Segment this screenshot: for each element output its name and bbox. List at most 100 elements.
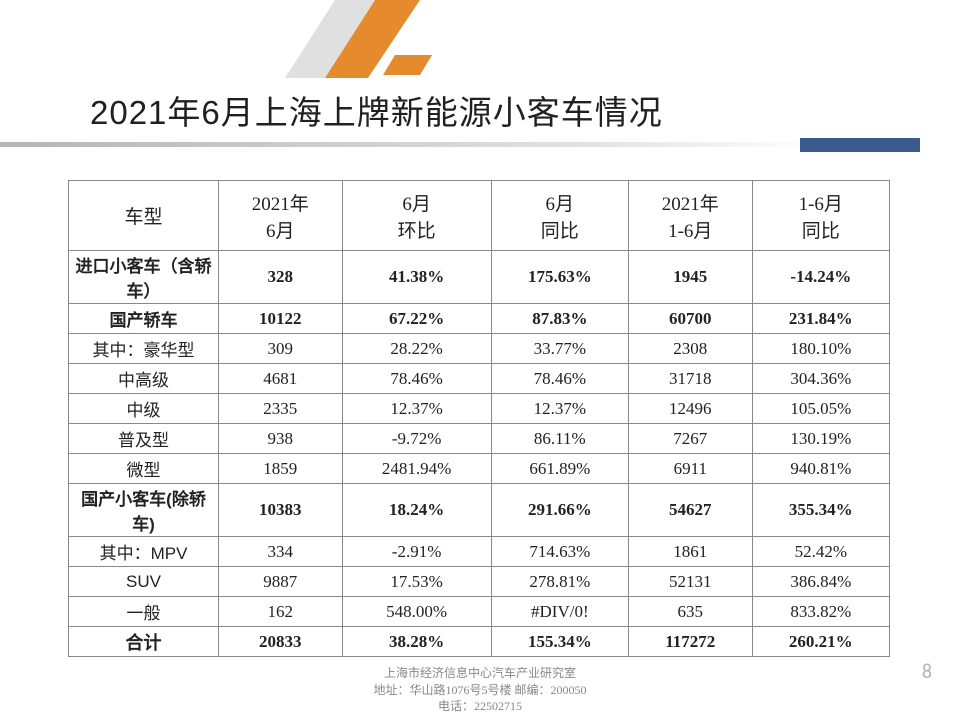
cell: 86.11% — [491, 424, 628, 454]
table-row: 合计2083338.28%155.34%117272260.21% — [69, 627, 890, 657]
table-row: 国产小客车(除轿车)1038318.24%291.66%54627355.34% — [69, 484, 890, 537]
table-row: 其中：豪华型30928.22%33.77%2308180.10% — [69, 334, 890, 364]
cell: 78.46% — [491, 364, 628, 394]
cell: 175.63% — [491, 251, 628, 304]
col-header: 车型 — [69, 181, 219, 251]
col-header: 1-6月同比 — [752, 181, 889, 251]
row-label: 进口小客车（含轿车） — [69, 251, 219, 304]
cell: -2.91% — [342, 537, 491, 567]
cell: 20833 — [219, 627, 343, 657]
table-row: 一般162548.00%#DIV/0!635833.82% — [69, 597, 890, 627]
cell: 60700 — [629, 304, 753, 334]
cell: 10122 — [219, 304, 343, 334]
cell: 2308 — [629, 334, 753, 364]
cell: 309 — [219, 334, 343, 364]
footer-line: 上海市经济信息中心汽车产业研究室 — [0, 665, 960, 681]
cell: 635 — [629, 597, 753, 627]
cell: 7267 — [629, 424, 753, 454]
cell: 12496 — [629, 394, 753, 424]
table-header-row: 车型 2021年6月 6月环比 6月同比 2021年1-6月 1-6月同比 — [69, 181, 890, 251]
cell: 386.84% — [752, 567, 889, 597]
footer-line: 地址：华山路1076号5号楼 邮编：200050 — [0, 682, 960, 698]
title-wrap: 2021年6月上海上牌新能源小客车情况 — [0, 86, 960, 134]
cell: #DIV/0! — [491, 597, 628, 627]
cell: 162 — [219, 597, 343, 627]
page-title: 2021年6月上海上牌新能源小客车情况 — [0, 86, 960, 134]
cell: 38.28% — [342, 627, 491, 657]
footer: 上海市经济信息中心汽车产业研究室 地址：华山路1076号5号楼 邮编：20005… — [0, 665, 960, 714]
cell: 155.34% — [491, 627, 628, 657]
row-label: 微型 — [69, 454, 219, 484]
row-label: 其中：豪华型 — [69, 334, 219, 364]
cell: 278.81% — [491, 567, 628, 597]
cell: 1861 — [629, 537, 753, 567]
title-underline — [0, 138, 960, 152]
cell: 31718 — [629, 364, 753, 394]
cell: 940.81% — [752, 454, 889, 484]
col-header: 2021年6月 — [219, 181, 343, 251]
cell: 78.46% — [342, 364, 491, 394]
cell: 4681 — [219, 364, 343, 394]
cell: 41.38% — [342, 251, 491, 304]
cell: 12.37% — [491, 394, 628, 424]
cell: 87.83% — [491, 304, 628, 334]
cell: 548.00% — [342, 597, 491, 627]
cell: -9.72% — [342, 424, 491, 454]
table-row: SUV988717.53%278.81%52131386.84% — [69, 567, 890, 597]
cell: 105.05% — [752, 394, 889, 424]
table-row: 进口小客车（含轿车）32841.38%175.63%1945-14.24% — [69, 251, 890, 304]
row-label: 普及型 — [69, 424, 219, 454]
col-header: 2021年1-6月 — [629, 181, 753, 251]
col-header: 6月环比 — [342, 181, 491, 251]
cell: 180.10% — [752, 334, 889, 364]
row-label: 一般 — [69, 597, 219, 627]
row-label: 国产小客车(除轿车) — [69, 484, 219, 537]
table-row: 中级233512.37%12.37%12496105.05% — [69, 394, 890, 424]
cell: 714.63% — [491, 537, 628, 567]
cell: 10383 — [219, 484, 343, 537]
cell: 52.42% — [752, 537, 889, 567]
cell: 12.37% — [342, 394, 491, 424]
cell: 938 — [219, 424, 343, 454]
table-row: 微型18592481.94%661.89%6911940.81% — [69, 454, 890, 484]
table-row: 其中：MPV334-2.91%714.63%186152.42% — [69, 537, 890, 567]
row-label: 国产轿车 — [69, 304, 219, 334]
row-label: SUV — [69, 567, 219, 597]
cell: 833.82% — [752, 597, 889, 627]
cell: -14.24% — [752, 251, 889, 304]
row-label: 合计 — [69, 627, 219, 657]
cell: 1859 — [219, 454, 343, 484]
cell: 334 — [219, 537, 343, 567]
cell: 328 — [219, 251, 343, 304]
table-row: 中高级468178.46%78.46%31718304.36% — [69, 364, 890, 394]
row-label: 中级 — [69, 394, 219, 424]
cell: 2335 — [219, 394, 343, 424]
cell: 17.53% — [342, 567, 491, 597]
cell: 67.22% — [342, 304, 491, 334]
row-label: 中高级 — [69, 364, 219, 394]
cell: 661.89% — [491, 454, 628, 484]
table-row: 国产轿车1012267.22%87.83%60700231.84% — [69, 304, 890, 334]
cell: 33.77% — [491, 334, 628, 364]
cell: 117272 — [629, 627, 753, 657]
data-table: 车型 2021年6月 6月环比 6月同比 2021年1-6月 1-6月同比 进口… — [68, 180, 890, 657]
cell: 130.19% — [752, 424, 889, 454]
cell: 304.36% — [752, 364, 889, 394]
cell: 260.21% — [752, 627, 889, 657]
cell: 54627 — [629, 484, 753, 537]
cell: 18.24% — [342, 484, 491, 537]
row-label: 其中：MPV — [69, 537, 219, 567]
col-header: 6月同比 — [491, 181, 628, 251]
cell: 52131 — [629, 567, 753, 597]
cell: 6911 — [629, 454, 753, 484]
cell: 2481.94% — [342, 454, 491, 484]
cell: 9887 — [219, 567, 343, 597]
cell: 231.84% — [752, 304, 889, 334]
cell: 291.66% — [491, 484, 628, 537]
table-row: 普及型938-9.72%86.11%7267130.19% — [69, 424, 890, 454]
footer-line: 电话：22502715 — [0, 698, 960, 714]
cell: 355.34% — [752, 484, 889, 537]
header-decor — [280, 0, 460, 100]
cell: 28.22% — [342, 334, 491, 364]
cell: 1945 — [629, 251, 753, 304]
